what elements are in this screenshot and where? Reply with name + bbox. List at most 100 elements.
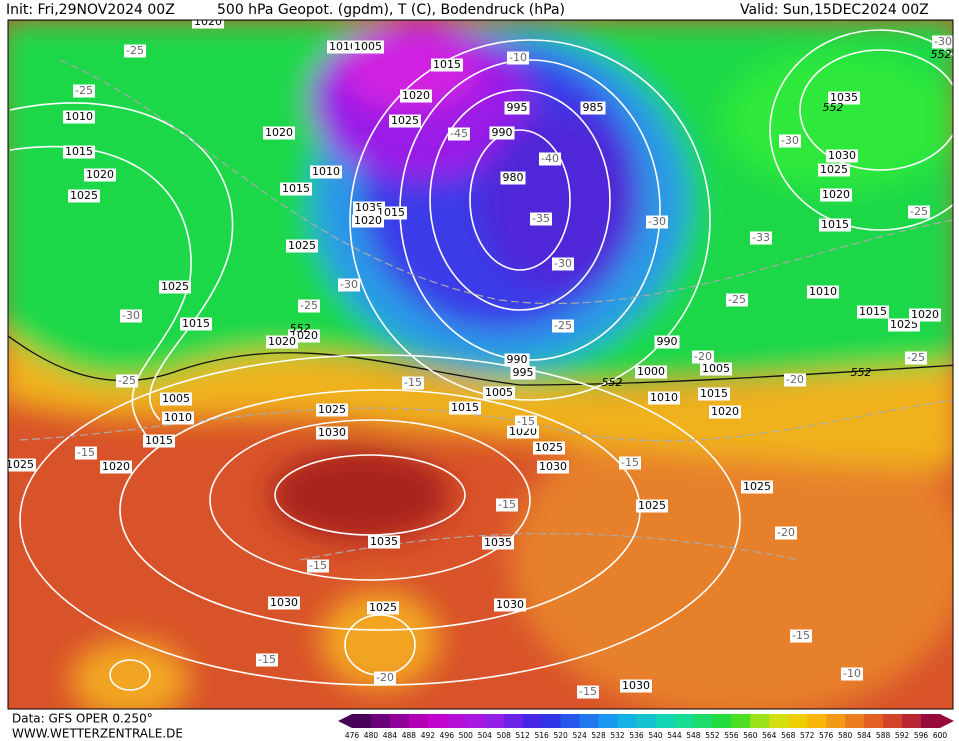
isobar-label: 1030 bbox=[828, 149, 856, 162]
isobar-label: 1025 bbox=[535, 441, 563, 454]
isobar-label: 1025 bbox=[70, 189, 98, 202]
isobar-label-box bbox=[636, 499, 668, 513]
colorbar-swatch bbox=[503, 714, 524, 728]
isobar-label: 1015 bbox=[433, 58, 461, 71]
isobar-label-box bbox=[352, 40, 384, 54]
colorbar-label: 576 bbox=[819, 731, 834, 740]
isotherm-label-box bbox=[790, 629, 812, 643]
isotherm-label: -15 bbox=[309, 559, 327, 572]
isobar-label: 1025 bbox=[820, 163, 848, 176]
isobar-label-box bbox=[698, 387, 730, 401]
geopotential-label: 552 bbox=[290, 322, 311, 335]
isobar-label: 1015 bbox=[145, 434, 173, 447]
isotherm-label-box bbox=[552, 319, 574, 333]
isobar-label-box bbox=[180, 317, 212, 331]
isotherm-label: -25 bbox=[910, 205, 928, 218]
isobar-label: 990 bbox=[507, 353, 528, 366]
colorbar-label: 492 bbox=[421, 731, 436, 740]
isotherm-label: -15 bbox=[621, 456, 639, 469]
isobar-label: 1000 bbox=[637, 365, 665, 378]
colorbar-swatch bbox=[579, 714, 600, 728]
colorbar-swatch bbox=[484, 714, 505, 728]
isotherm-label-box bbox=[307, 559, 329, 573]
isobar-label: 1025 bbox=[391, 114, 419, 127]
geopotential-label: 552 bbox=[823, 101, 844, 114]
isobar-label-box bbox=[818, 163, 850, 177]
isobar-label: 1015 bbox=[821, 218, 849, 231]
isobar-label: 1020 bbox=[402, 89, 430, 102]
isobar-label: 995 bbox=[513, 366, 534, 379]
isobar-label: 1005 bbox=[354, 40, 382, 53]
isotherm-label: -45 bbox=[450, 127, 468, 140]
isobar-label: 1010 bbox=[809, 285, 837, 298]
isobar-label: 1035 bbox=[370, 535, 398, 548]
colorbar-swatch bbox=[826, 714, 846, 728]
isotherm-label: -30 bbox=[648, 215, 666, 228]
isotherm-label-box bbox=[298, 299, 320, 313]
isobar-label-box bbox=[700, 362, 732, 376]
isobar-label-box bbox=[494, 598, 526, 612]
isobar-label: 1020 bbox=[86, 168, 114, 181]
colorbar-swatch bbox=[864, 714, 884, 728]
colorbar-label: 484 bbox=[383, 731, 398, 740]
colorbar-label: 532 bbox=[610, 731, 625, 740]
isobar-label: 1035 bbox=[830, 91, 858, 104]
colorbar-label: 500 bbox=[459, 731, 474, 740]
isotherm-label: -25 bbox=[907, 351, 925, 364]
isobar-label-box bbox=[280, 182, 312, 196]
isotherm-label-box bbox=[932, 35, 953, 49]
colorbar-label: 568 bbox=[781, 731, 796, 740]
isobar-label: 990 bbox=[492, 126, 513, 139]
isobar-label-box bbox=[449, 401, 481, 415]
colorbar-arrow bbox=[338, 714, 352, 728]
init-time: Init: Fri,29NOV2024 00Z bbox=[6, 2, 175, 18]
isotherm-label-box bbox=[577, 685, 599, 699]
isobar-label: 1010 bbox=[312, 165, 340, 178]
isotherm-label: -40 bbox=[541, 152, 559, 165]
map-title: 500 hPa Geopot. (gpdm), T (C), Bodendruc… bbox=[217, 2, 565, 18]
isobar-label-box bbox=[828, 91, 860, 105]
isobar-label: 1015 bbox=[700, 387, 728, 400]
isobar-label-box bbox=[888, 318, 920, 332]
isotherm-label-box bbox=[775, 526, 797, 540]
isobar-label-box bbox=[820, 188, 852, 202]
colorbar-label: 504 bbox=[478, 731, 493, 740]
isobar-label-box bbox=[431, 58, 463, 72]
isotherm-label: -20 bbox=[694, 350, 712, 363]
isobar-label: 1015 bbox=[282, 182, 310, 195]
colorbar-label: 580 bbox=[838, 731, 853, 740]
isotherm-label-box bbox=[448, 127, 470, 141]
colorbar-swatch bbox=[750, 714, 770, 728]
isobar-label-box bbox=[367, 601, 399, 615]
colorbar-swatch bbox=[921, 714, 941, 728]
isotherm-label: -15 bbox=[404, 376, 422, 389]
isotherm-label-box bbox=[692, 350, 714, 364]
isotherm-label: -20 bbox=[777, 526, 795, 539]
colorbar-swatch bbox=[446, 714, 467, 728]
isobar-label: 995 bbox=[507, 101, 528, 114]
isotherm-label: -15 bbox=[579, 685, 597, 698]
isobar-label: 1020 bbox=[268, 335, 296, 348]
colorbar-swatch bbox=[883, 714, 903, 728]
isotherm-label-box bbox=[750, 231, 772, 245]
isobar-label-box bbox=[807, 285, 839, 299]
isobar-label-box bbox=[162, 411, 194, 425]
isotherm-label-box bbox=[338, 278, 360, 292]
colorbar-label: 488 bbox=[402, 731, 417, 740]
isobar-label-box bbox=[310, 165, 342, 179]
isobar-label-box bbox=[489, 126, 515, 140]
colorbar-swatch bbox=[389, 714, 410, 728]
isotherm-label: -30 bbox=[554, 257, 572, 270]
isobar-label: 1005 bbox=[702, 362, 730, 375]
isotherm-label: -25 bbox=[300, 299, 318, 312]
isotherm-label-box bbox=[646, 215, 668, 229]
colorbar-label: 548 bbox=[686, 731, 701, 740]
geopotential-label: 552 bbox=[851, 366, 872, 379]
colorbar-swatch bbox=[541, 714, 562, 728]
isotherm-label-box bbox=[496, 498, 518, 512]
isobar-label-box bbox=[389, 114, 421, 128]
isobar-label: 1020 bbox=[711, 405, 739, 418]
colorbar-label: 584 bbox=[857, 731, 872, 740]
colorbar-label: 572 bbox=[800, 731, 815, 740]
colorbar-swatch bbox=[617, 714, 638, 728]
